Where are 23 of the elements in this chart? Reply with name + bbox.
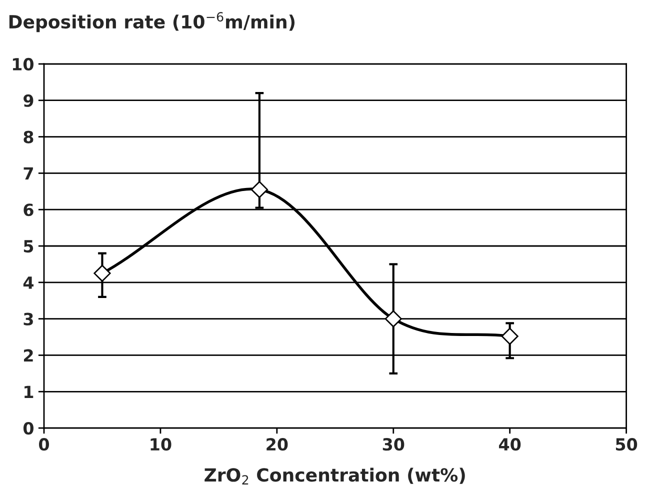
x-tick-label: 50 — [616, 438, 638, 451]
y-tick-label: 10 — [12, 58, 34, 71]
y-tick-label: 9 — [24, 94, 34, 107]
point — [250, 181, 268, 198]
x-tick-label: 40 — [498, 438, 521, 451]
y-tick-label: 0 — [23, 422, 34, 435]
x-tick-label: 20 — [266, 438, 288, 451]
y-tick-label: 5 — [24, 240, 34, 253]
x-axis-title: ZrO$_{2}$ Concentration (wt%) — [204, 468, 465, 484]
y-tick-label: 1 — [24, 386, 34, 398]
y-tick-label: 2 — [24, 349, 33, 362]
y-tick-label: 4 — [23, 276, 34, 289]
x-tick-label: 10 — [150, 438, 172, 451]
point — [501, 328, 518, 345]
y-tick-label: 6 — [24, 204, 34, 216]
x-tick-label: 30 — [382, 438, 404, 451]
y-tick-label: 3 — [24, 312, 33, 326]
y-tick-label: 8 — [24, 130, 34, 144]
point — [94, 264, 111, 282]
y-axis-title: Deposition rate (10$^{−6}$m/min) — [9, 12, 295, 32]
point — [384, 310, 402, 328]
y-tick-label: 7 — [24, 167, 33, 180]
x-tick-label: 0 — [38, 438, 49, 451]
